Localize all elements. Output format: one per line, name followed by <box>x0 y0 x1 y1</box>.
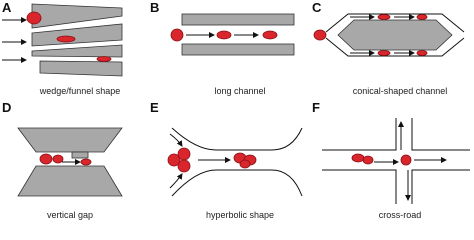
panel-letter: F <box>312 100 320 115</box>
caption: wedge/funnel shape <box>39 86 121 96</box>
panel-letter: B <box>150 0 159 15</box>
figure: A wedge/funnel shape B long channel C co… <box>2 0 470 220</box>
caption: hyperbolic shape <box>206 210 274 220</box>
panel-d <box>17 127 123 197</box>
caption: conical-shaped channel <box>353 86 448 96</box>
caption: vertical gap <box>47 210 93 220</box>
panel-c <box>313 13 465 57</box>
panel-letter: D <box>2 100 11 115</box>
panel-f <box>322 118 470 204</box>
panel-b <box>170 13 295 56</box>
panel-letter: E <box>150 100 159 115</box>
panel-a <box>2 3 123 77</box>
panel-letter: C <box>312 0 322 15</box>
panel-letter: A <box>2 0 12 15</box>
panel-e <box>167 127 303 197</box>
caption: cross-road <box>379 210 422 220</box>
caption: long channel <box>214 86 265 96</box>
